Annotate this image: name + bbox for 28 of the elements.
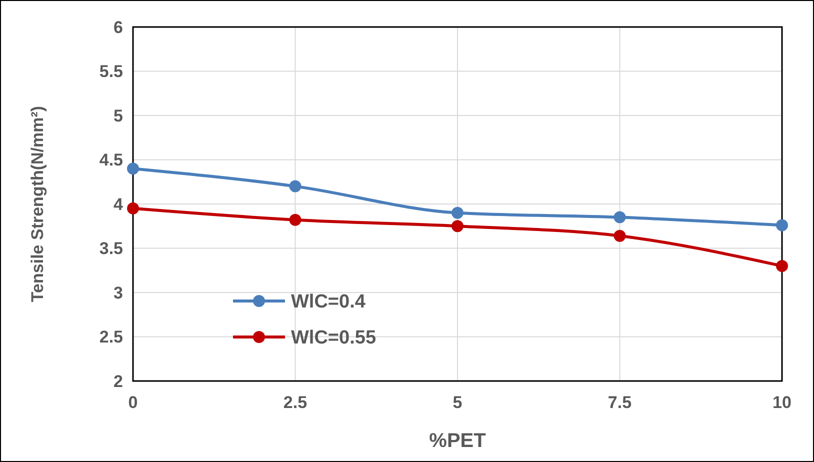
y-axis-title: Tensile Strength(N/mm²) [28, 106, 47, 302]
point [776, 260, 788, 272]
x-tick-label: 7.5 [608, 393, 632, 412]
y-tick-label: 5.5 [99, 62, 123, 82]
y-tick-label: 2.5 [99, 328, 123, 347]
y-tick-label: 4.5 [99, 150, 123, 170]
point [614, 230, 626, 242]
point [127, 202, 139, 214]
point [127, 162, 139, 175]
point [614, 211, 626, 224]
x-tick-label: 0 [128, 393, 138, 412]
point [289, 214, 302, 226]
legend-label: WlC=0.4 [291, 292, 366, 313]
x-tick-label: 5 [452, 393, 462, 412]
y-tick-label: 2 [114, 372, 123, 391]
y-tick-label: 3 [114, 283, 123, 302]
y-tick-label: 4 [114, 194, 124, 214]
x-tick-label: 2.5 [283, 393, 308, 412]
point [289, 180, 302, 192]
point [776, 219, 788, 232]
y-tick-label: 5 [114, 106, 123, 126]
point [452, 220, 464, 232]
x-axis-title: %PET [429, 430, 486, 452]
point [452, 206, 464, 219]
x-tick-label: 10 [772, 393, 792, 412]
y-tick-label: 3.5 [99, 239, 123, 258]
y-tick-label: 6 [114, 18, 123, 37]
legend-label: WlC=0.55 [291, 328, 376, 349]
